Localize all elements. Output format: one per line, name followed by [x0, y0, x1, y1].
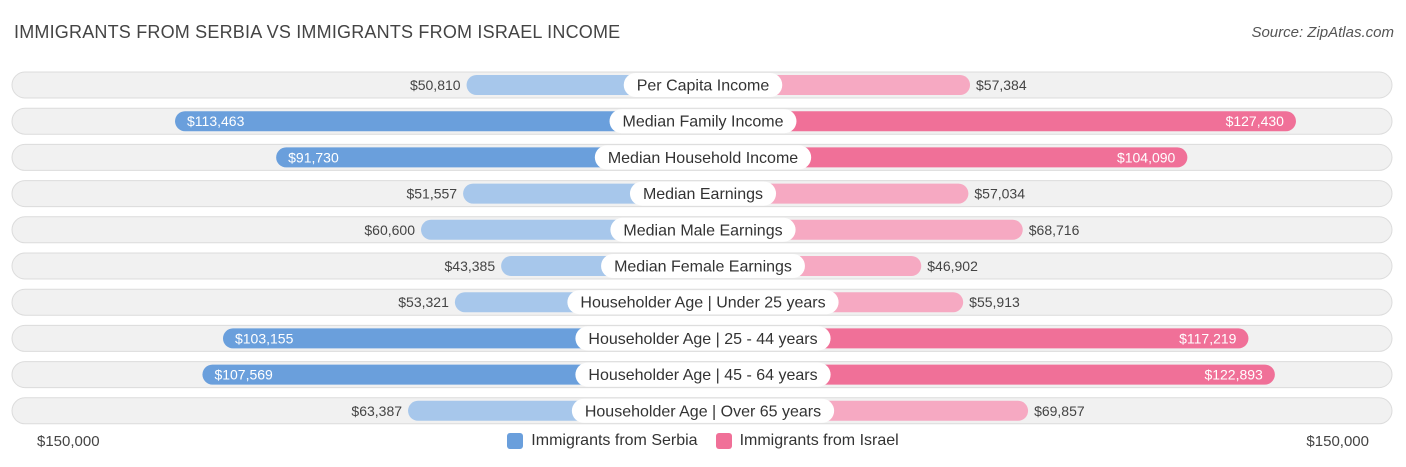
- category-pill: [567, 290, 839, 315]
- legend-label-israel: Immigrants from Israel: [739, 432, 899, 449]
- category-label: Median Household Income: [608, 150, 798, 167]
- category-pill: [571, 398, 835, 423]
- value-label-israel: $127,430: [1226, 113, 1285, 129]
- category-pill: [610, 217, 796, 242]
- value-label-israel: $104,090: [1117, 149, 1176, 165]
- axis-right-label: $150,000: [1306, 433, 1369, 450]
- value-label-serbia: $63,387: [351, 403, 402, 419]
- bar-israel[interactable]: [703, 328, 1249, 349]
- value-label-israel: $69,857: [1034, 403, 1085, 419]
- category-label: Householder Age | 25 - 44 years: [588, 331, 817, 348]
- value-label-israel: $68,716: [1029, 222, 1080, 238]
- category-pill: [623, 73, 783, 97]
- value-label-israel: $57,384: [976, 77, 1027, 93]
- category-label: Median Female Earnings: [614, 259, 792, 276]
- category-label: Householder Age | 45 - 64 years: [588, 367, 817, 384]
- legend-item-israel[interactable]: Immigrants from Israel: [715, 432, 899, 450]
- bar-israel[interactable]: [703, 111, 1296, 132]
- value-label-serbia: $53,321: [398, 294, 449, 310]
- value-label-serbia: $51,557: [406, 186, 457, 202]
- legend-swatch-israel: [715, 433, 732, 449]
- category-label: Median Earnings: [643, 186, 763, 203]
- value-label-serbia: $103,155: [235, 330, 294, 346]
- chart-title: IMMIGRANTS FROM SERBIA VS IMMIGRANTS FRO…: [14, 22, 621, 42]
- legend-swatch-serbia: [507, 433, 524, 449]
- value-label-israel: $122,893: [1204, 367, 1263, 383]
- value-label-serbia: $50,810: [410, 77, 461, 93]
- value-label-serbia: $60,600: [364, 222, 415, 238]
- bar-israel[interactable]: [703, 147, 1188, 168]
- axis-left-label: $150,000: [37, 433, 100, 450]
- category-pill: [575, 362, 831, 387]
- value-label-serbia: $107,569: [214, 367, 273, 383]
- legend-label-serbia: Immigrants from Serbia: [531, 432, 698, 449]
- category-label: Per Capita Income: [637, 78, 770, 95]
- category-pill: [601, 254, 805, 278]
- category-label: Median Family Income: [623, 114, 784, 131]
- category-label: Householder Age | Over 65 years: [585, 403, 821, 420]
- value-label-israel: $46,902: [927, 258, 978, 274]
- value-label-israel: $117,219: [1179, 330, 1237, 346]
- value-label-serbia: $113,463: [187, 113, 245, 129]
- value-label-israel: $55,913: [969, 294, 1020, 310]
- category-label: Householder Age | Under 25 years: [580, 295, 825, 312]
- legend: Immigrants from Serbia Immigrants from I…: [0, 432, 1406, 450]
- bar-serbia[interactable]: [175, 111, 703, 132]
- category-pill: [594, 145, 812, 170]
- category-label: Median Male Earnings: [623, 222, 782, 239]
- category-pill: [575, 326, 831, 351]
- value-label-serbia: $43,385: [445, 258, 496, 274]
- value-label-serbia: $91,730: [288, 149, 339, 165]
- legend-item-serbia[interactable]: Immigrants from Serbia: [507, 432, 698, 450]
- category-pill: [609, 109, 797, 134]
- value-label-israel: $57,034: [974, 186, 1025, 202]
- bar-israel[interactable]: [703, 364, 1275, 385]
- category-pill: [629, 181, 777, 206]
- source-label: Source: ZipAtlas.com: [1251, 24, 1394, 41]
